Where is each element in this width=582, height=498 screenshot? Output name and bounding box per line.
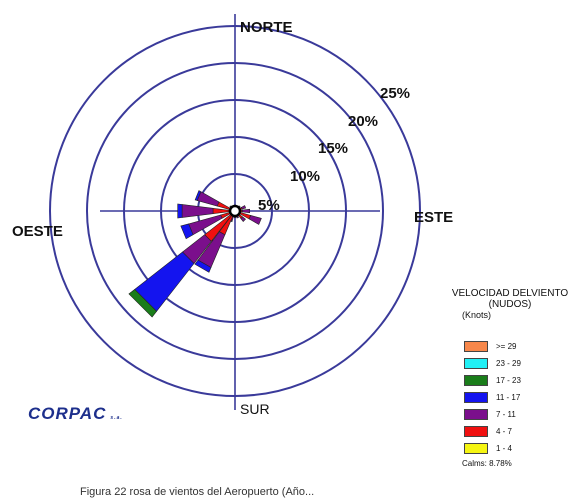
legend-label: 17 - 23 — [496, 376, 521, 385]
legend-item: 1 - 4 — [464, 440, 580, 457]
petal-segment — [181, 204, 214, 218]
petal-segment — [128, 289, 157, 318]
petal-270 — [177, 203, 231, 219]
legend-label: 4 - 7 — [496, 427, 513, 436]
petal-292.5 — [194, 190, 231, 211]
east-label: ESTE — [414, 209, 453, 226]
legend-title: VELOCIDAD DELVIENTO — [451, 288, 569, 299]
calm-center-marker — [228, 204, 242, 218]
legend-swatch — [464, 341, 488, 352]
petal-segment — [248, 215, 262, 225]
legend: VELOCIDAD DELVIENTO (NUDOS) (Knots) >= 2… — [440, 288, 580, 468]
legend-label: 1 - 4 — [496, 444, 513, 453]
legend-swatch — [464, 409, 488, 420]
figure-caption: Figura 22 rosa de vientos del Aeropuerto… — [80, 486, 315, 498]
south-label: SUR — [240, 401, 270, 417]
legend-item: 7 - 11 — [464, 406, 580, 423]
legend-label: >= 29 — [496, 342, 517, 351]
legend-swatch — [464, 426, 488, 437]
legend-unit: (Knots) — [462, 310, 492, 320]
petal-segment — [240, 216, 246, 222]
legend-swatch — [464, 392, 488, 403]
legend-swatch — [464, 375, 488, 386]
legend-item: 4 - 7 — [464, 423, 580, 440]
petal-210 — [194, 214, 234, 273]
petal-segment — [180, 223, 194, 240]
petal-segment — [196, 191, 220, 207]
west-label: OESTE — [12, 223, 63, 240]
north-label: NORTE — [240, 19, 293, 36]
petal-segment — [194, 259, 212, 273]
petal-segment — [216, 201, 231, 211]
petal-segment — [194, 190, 202, 201]
logo-suffix: s.a. — [110, 415, 123, 421]
petal-segment — [242, 208, 250, 214]
petal-90 — [239, 208, 250, 214]
petal-segment — [177, 203, 183, 219]
legend-item: 11 - 17 — [464, 389, 580, 406]
corpac-logo: CORPAC s.a. — [28, 404, 123, 424]
ring-label-25: 25% — [380, 85, 410, 102]
legend-item: >= 29 — [464, 338, 580, 355]
legend-item: 17 - 23 — [464, 372, 580, 389]
legend-label: 11 - 17 — [496, 393, 521, 402]
legend-label: 23 - 29 — [496, 359, 521, 368]
logo-text: CORPAC — [28, 404, 107, 423]
legend-subtitle: (NUDOS) — [488, 299, 532, 310]
legend-swatch — [464, 443, 488, 454]
legend-item: 23 - 29 — [464, 355, 580, 372]
petal-247.5 — [180, 211, 231, 240]
petal-segment — [241, 205, 247, 210]
legend-label: 7 - 11 — [496, 410, 516, 419]
petal-225 — [128, 213, 233, 318]
calms-value: Calms: 8.78% — [462, 459, 512, 468]
ring-label-15: 15% — [318, 140, 348, 157]
legend-items: >= 29 23 - 29 17 - 23 11 - 17 7 - 11 4 - 7 1 -… — [464, 338, 580, 457]
ring-label-5: 5% — [258, 197, 280, 214]
petal-67.5 — [239, 205, 247, 211]
ring-label-10: 10% — [290, 168, 320, 185]
ring-label-20: 20% — [348, 113, 378, 130]
wind-petals — [128, 190, 262, 318]
legend-swatch — [464, 358, 488, 369]
